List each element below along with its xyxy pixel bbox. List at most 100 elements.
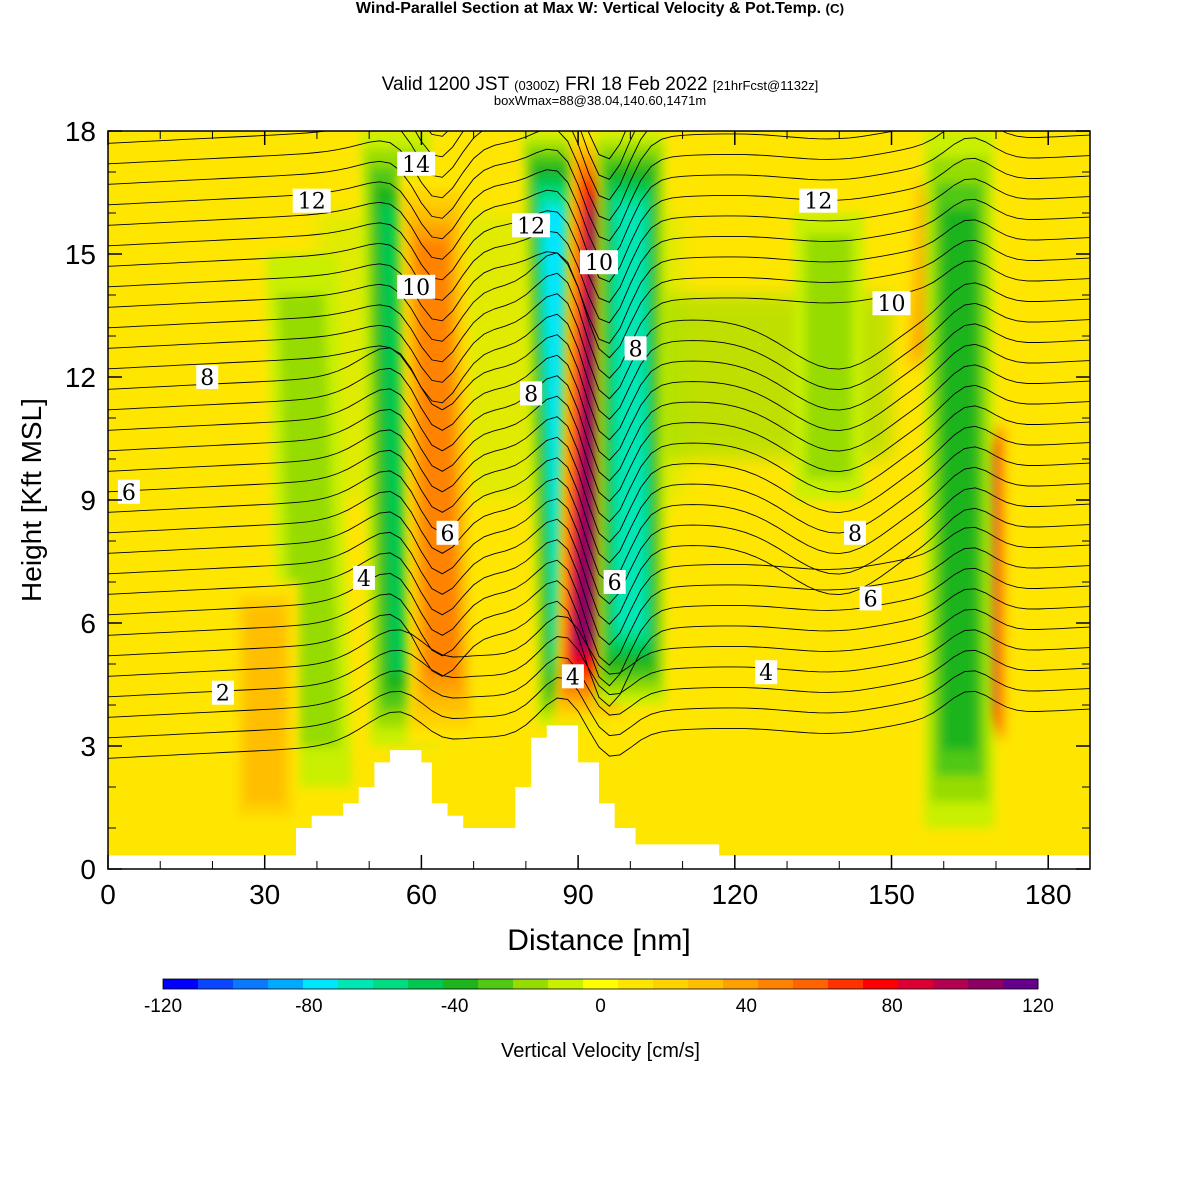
y-tick-label: 15 xyxy=(65,239,96,270)
contour-label-box xyxy=(211,680,234,705)
contour-label: 6 xyxy=(864,587,878,612)
theta-contour xyxy=(108,384,1090,502)
velocity-feature-downdraft xyxy=(924,131,995,828)
contour-label: 10 xyxy=(402,276,430,301)
x-tick-label: 120 xyxy=(711,879,758,910)
theta-contour xyxy=(108,282,1090,400)
y-tick-label: 3 xyxy=(80,731,96,762)
colorbar-swatch xyxy=(723,979,759,989)
theta-contour xyxy=(108,446,1090,564)
y-tick-label: 18 xyxy=(65,116,96,147)
velocity-feature-downdraft xyxy=(793,213,864,500)
theta-contour xyxy=(108,260,1090,379)
colorbar-swatch xyxy=(583,979,619,989)
colorbar-tick-label: -40 xyxy=(441,996,468,1017)
colorbar-swatch xyxy=(303,979,339,989)
contour-label: 6 xyxy=(608,571,622,596)
colorbar-swatch xyxy=(618,979,654,989)
contour-label: 4 xyxy=(357,567,371,592)
title-mark: (C) xyxy=(825,1,845,16)
contour-label: 12 xyxy=(517,214,545,239)
theta-contour xyxy=(108,131,896,221)
contour-label-box xyxy=(859,586,882,611)
colorbar-swatch xyxy=(793,979,829,989)
x-tick-label: 0 xyxy=(100,879,116,910)
x-tick-label: 60 xyxy=(406,879,437,910)
x-tick-label: 150 xyxy=(868,879,915,910)
velocity-feature-updraft xyxy=(229,582,300,828)
colorbar-swatch xyxy=(513,979,549,989)
theta-contour xyxy=(414,131,636,180)
contour-label-box xyxy=(603,570,626,594)
contour-labels: 14 12 12 12 10 10 10 8 8 8 8 6 6 6 6 4 4 4 2 xyxy=(117,151,911,707)
contour-label-box xyxy=(799,188,838,213)
theta-contour xyxy=(108,239,1090,359)
theta-contour xyxy=(108,526,1090,646)
contour-label-box xyxy=(872,291,911,316)
subtitle-date: FRI 18 Feb 2022 xyxy=(564,74,708,95)
contour-label-box xyxy=(580,250,618,275)
theta-contour xyxy=(108,507,1090,625)
theta-contour xyxy=(108,588,1090,707)
colorbar-tick-label: 120 xyxy=(1022,996,1054,1017)
contour-label: 8 xyxy=(524,382,538,407)
contour-label-box xyxy=(512,213,551,238)
theta-contour xyxy=(108,487,1090,605)
y-tick-label: 12 xyxy=(65,362,96,393)
colorbar: -120 -80 -40 0 40 80 120 Vertical Velocity [cm/… xyxy=(144,978,1054,1062)
theta-contour xyxy=(108,219,1090,344)
contour-label-box xyxy=(561,664,584,689)
x-tick-label: 30 xyxy=(249,879,280,910)
chart-subtitle: Valid 1200 JST (0300Z) FRI 18 Feb 2022 [… xyxy=(0,74,1200,96)
velocity-band xyxy=(942,209,977,750)
contour-label: 6 xyxy=(122,481,136,506)
contour-label-box xyxy=(196,365,219,389)
theta-contour xyxy=(108,323,1090,441)
chart-subtitle2: boxWmax=88@38.04,140.60,1471m xyxy=(493,93,707,108)
contour-label: 2 xyxy=(216,682,230,707)
subtitle-fcst: [21hrFcst@1132z] xyxy=(712,78,819,93)
contour-label-box xyxy=(352,565,375,590)
theta-contour xyxy=(108,547,1090,666)
y-axis-label: Height [Kft MSL] xyxy=(16,398,47,602)
contour-label: 10 xyxy=(585,251,613,276)
contour-label: 12 xyxy=(804,190,832,215)
contour-label-box xyxy=(117,479,140,504)
colorbar-swatch xyxy=(338,979,374,989)
colorbar-tick-label: 0 xyxy=(595,996,606,1017)
y-tick-label: 6 xyxy=(80,608,96,639)
contour-label-box xyxy=(292,188,331,213)
y-tick-label: 9 xyxy=(80,485,96,516)
y-tick-label: 0 xyxy=(80,854,96,885)
theta-contour xyxy=(108,567,1090,687)
theta-contour xyxy=(108,649,1090,718)
colorbar-swatch xyxy=(163,979,199,989)
contour-label: 4 xyxy=(566,665,580,690)
title-text: Wind-Parallel Section at Max W: Vertical… xyxy=(355,0,822,17)
colorbar-swatch xyxy=(233,979,269,989)
colorbar-swatch xyxy=(688,979,724,989)
colorbar-swatch xyxy=(933,979,969,989)
contour-label-box xyxy=(436,520,459,545)
theta-contour xyxy=(108,425,1090,543)
contour-label: 8 xyxy=(200,366,214,391)
chart-title: Wind-Parallel Section at Max W: Vertical… xyxy=(0,0,1200,18)
colorbar-swatch xyxy=(968,979,1004,989)
colorbar-swatch xyxy=(373,979,409,989)
subtitle-valid: Valid 1200 JST xyxy=(381,74,509,95)
theta-contour xyxy=(108,608,1090,677)
axes: 0 30 60 90 120 150 180 0 3 6 9 12 15 18 Distance [nm] H… xyxy=(16,116,1090,957)
contour-label: 14 xyxy=(402,153,430,178)
theta-contour xyxy=(108,690,1090,759)
theta-contour xyxy=(108,131,648,201)
colorbar-swatch xyxy=(898,979,934,989)
terrain xyxy=(108,725,1090,869)
colorbar-swatch xyxy=(1003,979,1039,989)
theta-contour xyxy=(108,157,1090,283)
theta-contour xyxy=(108,629,1090,698)
theta-contour xyxy=(428,131,627,160)
contour-label: 8 xyxy=(848,522,862,547)
velocity-field xyxy=(108,131,1090,856)
colorbar-tick-label: 40 xyxy=(736,996,757,1017)
